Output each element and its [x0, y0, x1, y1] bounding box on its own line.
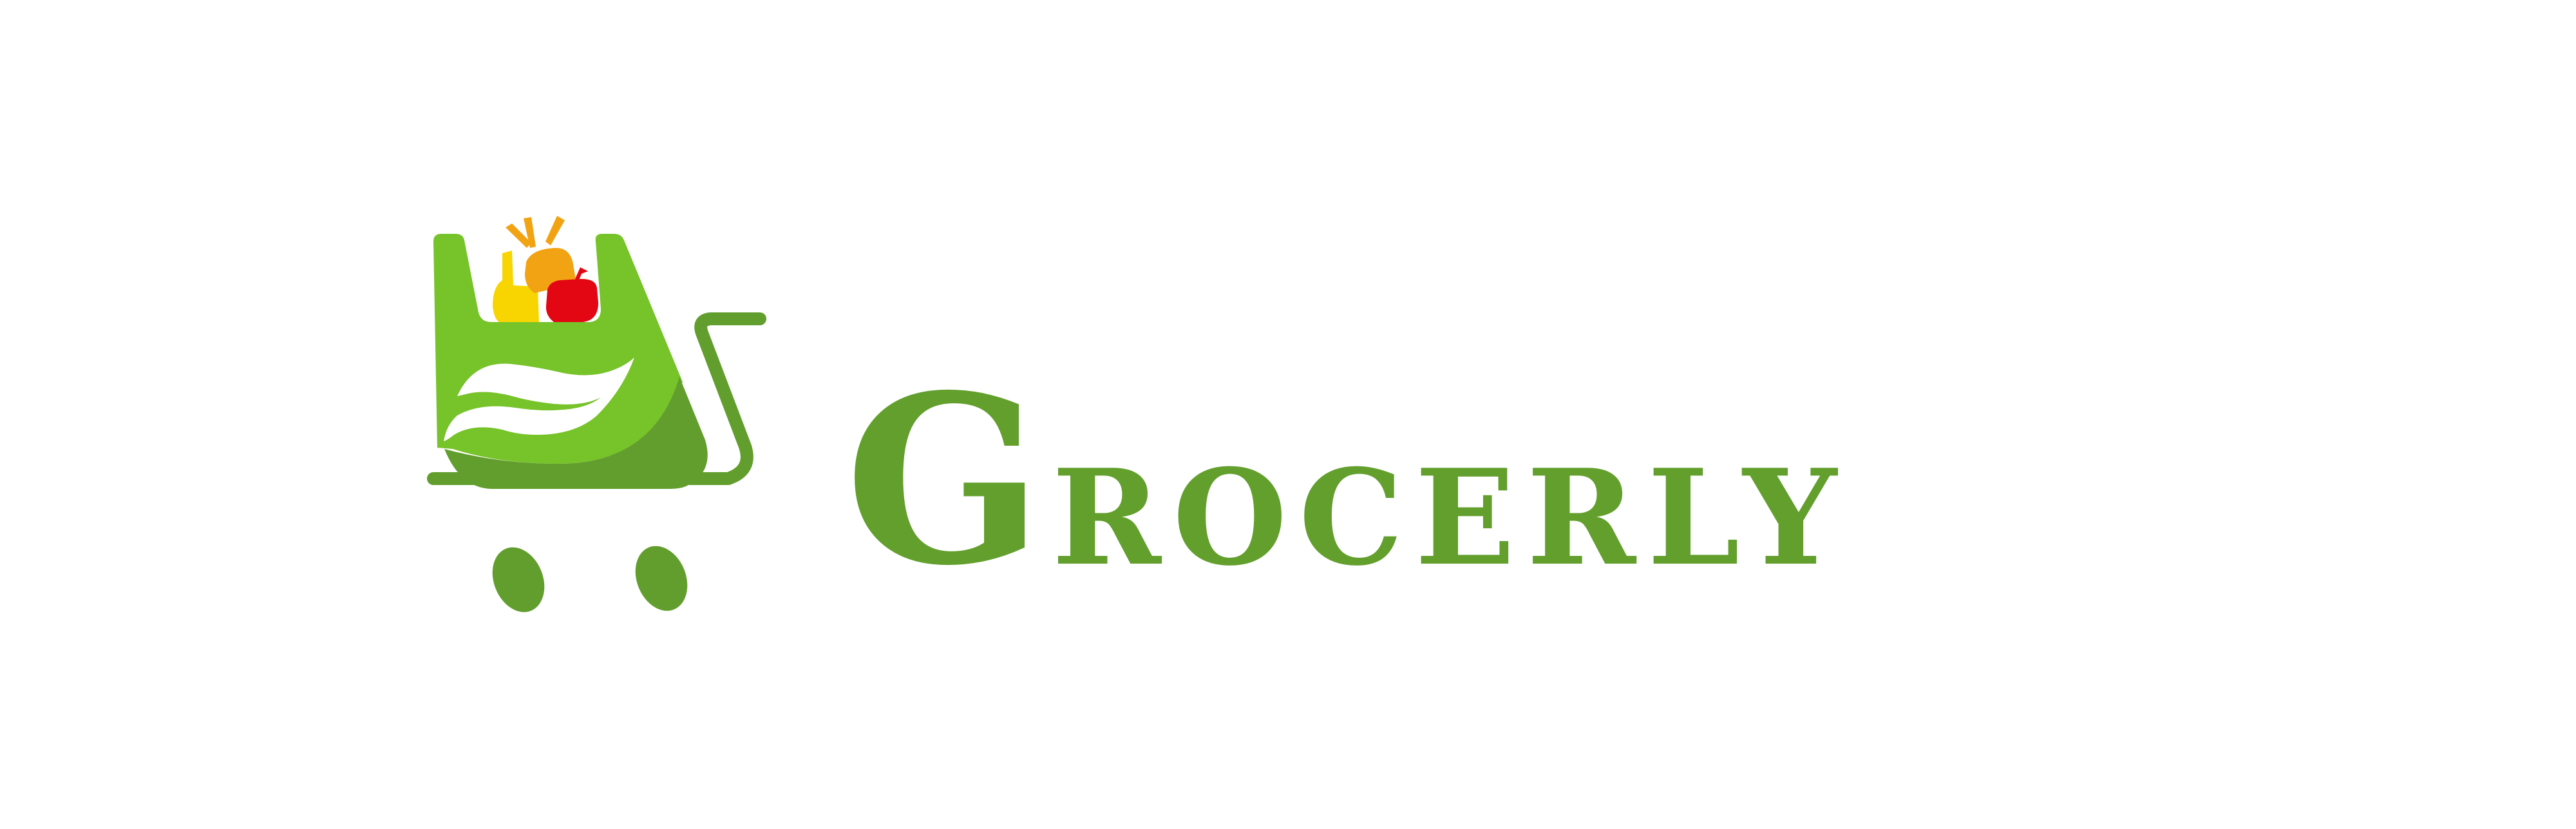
brand-rest: rocerly — [1052, 387, 1849, 609]
yellow-fruit-icon — [493, 251, 539, 322]
cart-frame-icon — [427, 312, 766, 485]
cart-wheel-right-icon — [635, 546, 688, 611]
bag-wave-icon — [444, 357, 634, 441]
brand-wordmark: G rocerly — [845, 303, 1849, 616]
apple-leaf-icon — [575, 267, 588, 280]
red-apple-icon — [545, 279, 598, 322]
cart-wheel-left-icon — [492, 547, 545, 613]
brand-initial: G — [845, 344, 1047, 616]
shopping-cart-bag-logo-icon — [427, 216, 766, 613]
bag-bottom-icon — [444, 377, 708, 489]
spark-lines-icon — [506, 216, 565, 248]
